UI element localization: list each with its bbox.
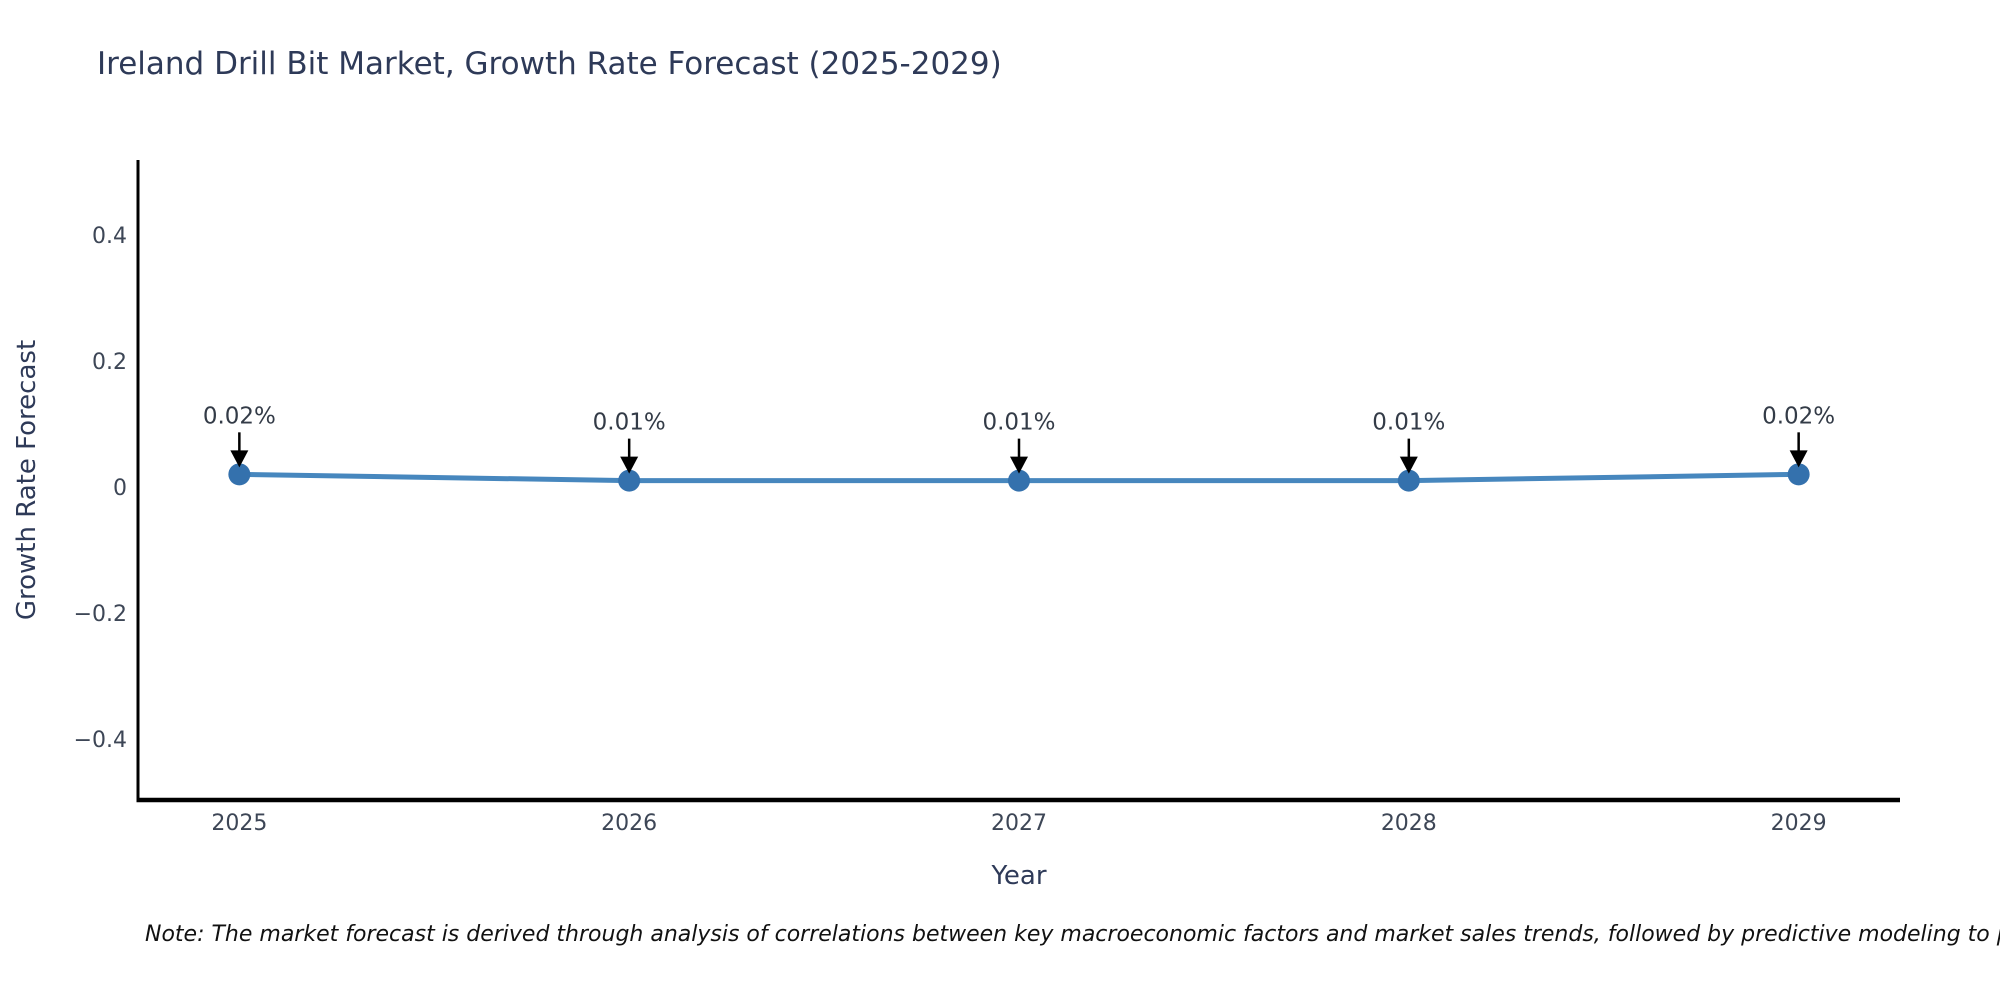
data-point: [228, 463, 251, 486]
x-tick-label: 2025: [211, 811, 267, 836]
annotation-arrowhead: [1010, 456, 1028, 474]
data-point: [618, 469, 641, 492]
y-axis-label: Growth Rate Forecast: [12, 339, 42, 621]
point-annotation-label: 0.01%: [593, 410, 666, 436]
y-tick-label: 0.2: [92, 350, 127, 375]
x-tick-label: 2028: [1381, 811, 1437, 836]
data-point: [1787, 463, 1810, 486]
data-point: [1397, 469, 1420, 492]
annotation-arrowhead: [1399, 456, 1418, 474]
x-tick-label: 2026: [601, 811, 657, 836]
point-annotation-label: 0.02%: [203, 403, 276, 429]
y-tick-label: 0: [113, 476, 127, 501]
point-annotation-label: 0.01%: [1372, 410, 1445, 436]
annotation-arrowhead: [230, 450, 249, 468]
y-tick-label: −0.4: [74, 728, 127, 753]
y-tick-label: −0.2: [74, 602, 127, 627]
point-annotation-label: 0.02%: [1762, 403, 1835, 429]
x-tick-label: 2027: [991, 811, 1047, 836]
x-axis-label: Year: [991, 861, 1047, 891]
annotation-arrowhead: [620, 456, 639, 474]
footnote: Note: The market forecast is derived thr…: [145, 922, 2000, 947]
x-tick-label: 2029: [1771, 811, 1827, 836]
data-point: [1008, 469, 1030, 492]
annotation-arrowhead: [1789, 450, 1808, 468]
y-tick-label: 0.4: [92, 224, 127, 249]
point-annotation-label: 0.01%: [982, 410, 1055, 436]
chart-title: Ireland Drill Bit Market, Growth Rate Fo…: [97, 46, 1002, 82]
